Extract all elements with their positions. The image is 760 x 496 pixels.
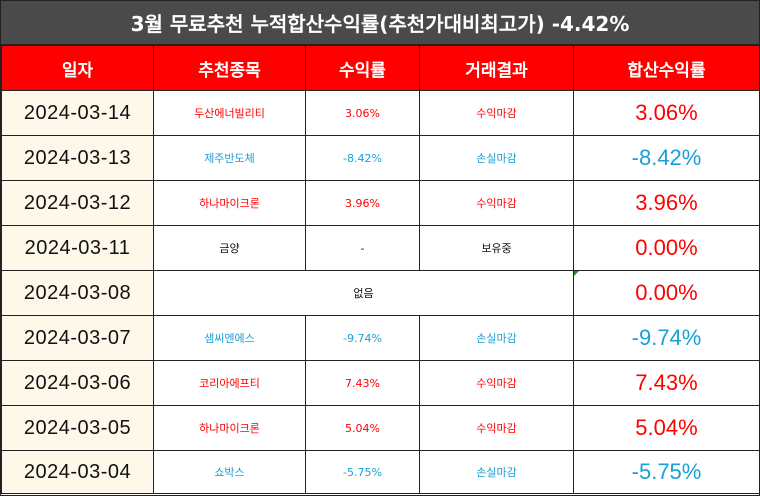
header-stock: 추천종목 [153, 45, 306, 91]
date-cell: 2024-03-05 [1, 405, 154, 451]
return-cell: -5.75% [305, 450, 420, 494]
return-cell: -9.74% [305, 315, 420, 361]
table-row: 2024-03-11 금양 - 보유중 0.00% [1, 225, 760, 271]
result-cell: 수익마감 [419, 90, 574, 136]
date-cell: 2024-03-12 [1, 180, 154, 226]
stock-cell: 하나마이크론 [153, 180, 306, 226]
return-cell: - [305, 225, 420, 271]
header-date: 일자 [1, 45, 154, 91]
cumulative-cell: 3.06% [573, 90, 760, 136]
date-cell: 2024-03-14 [1, 90, 154, 136]
return-cell: 3.96% [305, 180, 420, 226]
cumulative-cell: 3.96% [573, 180, 760, 226]
return-cell: 7.43% [305, 360, 420, 406]
date-cell: 2024-03-06 [1, 360, 154, 406]
return-cell: 3.06% [305, 90, 420, 136]
comment-marker [574, 271, 579, 276]
header-result: 거래결과 [419, 45, 574, 91]
result-cell: 수익마감 [419, 180, 574, 226]
stock-cell: 코리아에프티 [153, 360, 306, 406]
date-cell: 2024-03-04 [1, 450, 154, 494]
header-cumulative: 합산수익률 [573, 45, 760, 91]
cumulative-cell: 5.04% [573, 405, 760, 451]
stock-cell: 두산에너빌리티 [153, 90, 306, 136]
cumulative-cell: -9.74% [573, 315, 760, 361]
header-return: 수익률 [305, 45, 420, 91]
cumulative-cell: 0.00% [573, 225, 760, 271]
date-cell: 2024-03-11 [1, 225, 154, 271]
date-cell: 2024-03-13 [1, 135, 154, 181]
table-row: 2024-03-13 제주반도체 -8.42% 손실마감 -8.42% [1, 135, 760, 181]
date-cell: 2024-03-08 [1, 270, 154, 316]
cumulative-cell: 7.43% [573, 360, 760, 406]
table-body: 2024-03-14 두산에너빌리티 3.06% 수익마감 3.06% 2024… [1, 90, 760, 494]
table-row: 2024-03-12 하나마이크론 3.96% 수익마감 3.96% [1, 180, 760, 226]
result-cell: 손실마감 [419, 135, 574, 181]
stock-cell: 쇼박스 [153, 450, 306, 494]
stock-cell: 금양 [153, 225, 306, 271]
result-cell: 수익마감 [419, 360, 574, 406]
result-cell: 손실마감 [419, 450, 574, 494]
cumulative-cell: -8.42% [573, 135, 760, 181]
return-cell: 5.04% [305, 405, 420, 451]
return-cell: -8.42% [305, 135, 420, 181]
stock-cell: 샘씨엔에스 [153, 315, 306, 361]
table-row: 2024-03-04 쇼박스 -5.75% 손실마감 -5.75% [1, 450, 760, 494]
cumulative-cell: 0.00% [573, 270, 760, 316]
table-row: 2024-03-05 하나마이크론 5.04% 수익마감 5.04% [1, 405, 760, 451]
result-cell: 수익마감 [419, 405, 574, 451]
stock-cell: 제주반도체 [153, 135, 306, 181]
cumulative-value: 0.00% [635, 280, 698, 305]
table-row: 2024-03-06 코리아에프티 7.43% 수익마감 7.43% [1, 360, 760, 406]
cumulative-cell: -5.75% [573, 450, 760, 494]
table-row: 2024-03-14 두산에너빌리티 3.06% 수익마감 3.06% [1, 90, 760, 136]
stock-cell: 하나마이크론 [153, 405, 306, 451]
sheet-title: 3월 무료추천 누적합산수익률(추천가대비최고가) -4.42% [1, 1, 759, 45]
table-row: 2024-03-08 없음 0.00% [1, 270, 760, 316]
result-cell: 보유중 [419, 225, 574, 271]
no-recommendation-cell: 없음 [153, 270, 574, 316]
date-cell: 2024-03-07 [1, 315, 154, 361]
table-row: 2024-03-07 샘씨엔에스 -9.74% 손실마감 -9.74% [1, 315, 760, 361]
result-cell: 손실마감 [419, 315, 574, 361]
header-row: 일자 추천종목 수익률 거래결과 합산수익률 [1, 45, 760, 91]
returns-table: 일자 추천종목 수익률 거래결과 합산수익률 2024-03-14 두산에너빌리… [1, 45, 760, 494]
